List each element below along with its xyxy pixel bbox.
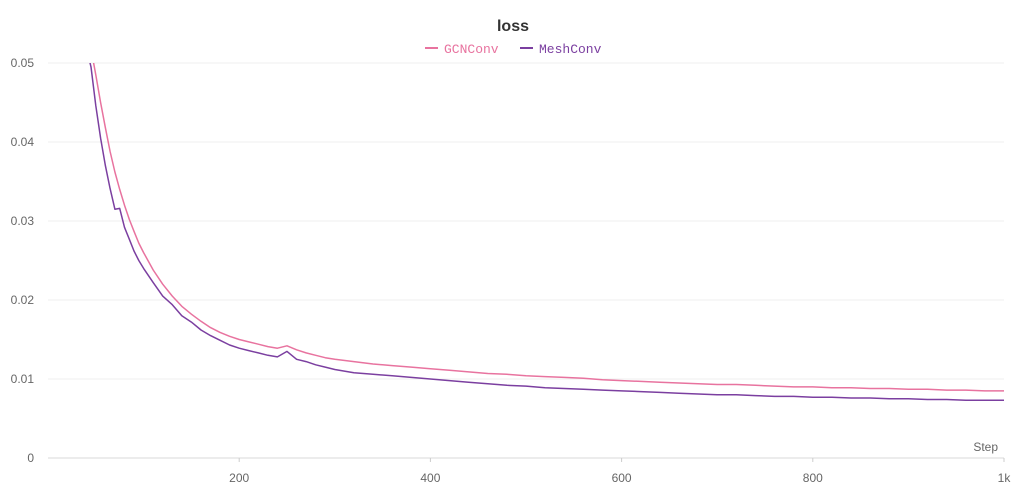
x-tick-label: 800: [803, 471, 823, 485]
legend-label-gcnconv: GCNConv: [444, 42, 499, 57]
y-tick-label: 0.04: [11, 135, 35, 149]
y-tick-label: 0.01: [11, 372, 35, 386]
x-tick-label: 200: [229, 471, 249, 485]
legend[interactable]: GCNConv MeshConv: [425, 42, 602, 57]
x-tick-label: 1k: [998, 471, 1012, 485]
y-tick-label: 0.03: [11, 214, 35, 228]
y-tick-label: 0: [27, 451, 34, 465]
x-axis-label: Step: [973, 440, 998, 454]
grid: [48, 62, 1004, 459]
x-axis: 200 400 600 800 1k: [229, 458, 1011, 485]
legend-item-meshconv[interactable]: MeshConv: [520, 42, 602, 57]
chart-title: loss: [497, 18, 529, 35]
y-tick-label: 0.02: [11, 293, 35, 307]
series-line-gcnconv[interactable]: [92, 59, 1004, 392]
x-tick-label: 600: [612, 471, 632, 485]
x-tick-label: 400: [420, 471, 440, 485]
y-axis: 0 0.01 0.02 0.03 0.04 0.05: [11, 56, 35, 465]
y-tick-label: 0.05: [11, 56, 35, 70]
plot-area[interactable]: [89, 59, 1004, 402]
legend-item-gcnconv[interactable]: GCNConv: [425, 42, 499, 57]
series-line-meshconv[interactable]: [89, 59, 1004, 402]
legend-label-meshconv: MeshConv: [539, 42, 602, 57]
